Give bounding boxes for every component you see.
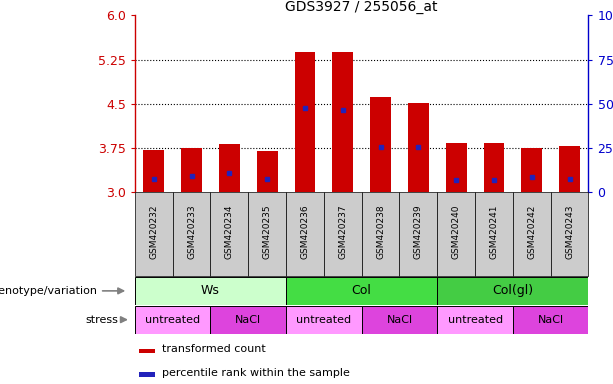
Text: Col(gl): Col(gl) [492, 285, 533, 297]
Bar [437, 277, 588, 305]
Bar [135, 306, 210, 333]
Text: GSM420239: GSM420239 [414, 205, 423, 259]
Text: GSM420242: GSM420242 [527, 205, 536, 259]
Bar [286, 277, 437, 305]
Bar [181, 148, 202, 192]
Bar [513, 192, 550, 276]
Text: NaCl: NaCl [235, 314, 261, 325]
Bar [370, 97, 391, 192]
Text: GSM420236: GSM420236 [300, 205, 310, 259]
Text: untreated: untreated [145, 314, 200, 325]
Bar [408, 103, 428, 192]
Bar [437, 306, 513, 333]
Bar [286, 306, 362, 333]
Text: GSM420232: GSM420232 [149, 205, 158, 259]
Text: GSM420241: GSM420241 [489, 205, 498, 259]
Bar [475, 192, 513, 276]
Text: Col: Col [352, 285, 371, 297]
Bar [219, 144, 240, 192]
Bar [257, 151, 278, 192]
Text: GSM420240: GSM420240 [452, 205, 461, 259]
Text: GSM420233: GSM420233 [187, 205, 196, 259]
Text: percentile rank within the sample: percentile rank within the sample [162, 367, 350, 377]
Text: genotype/variation: genotype/variation [0, 286, 97, 296]
Bar [248, 192, 286, 276]
Bar [559, 146, 580, 192]
Bar [484, 142, 504, 192]
Bar [522, 149, 542, 192]
Bar [550, 192, 588, 276]
Text: untreated: untreated [296, 314, 351, 325]
Text: GSM420234: GSM420234 [225, 205, 234, 259]
Bar [400, 192, 437, 276]
Text: NaCl: NaCl [538, 314, 564, 325]
Bar [210, 192, 248, 276]
Text: Ws: Ws [201, 285, 220, 297]
Bar [324, 192, 362, 276]
Bar [446, 142, 466, 192]
Bar [139, 349, 155, 353]
Bar [362, 192, 400, 276]
Text: untreated: untreated [447, 314, 503, 325]
Bar [513, 306, 588, 333]
Bar [332, 52, 353, 192]
Text: GSM420243: GSM420243 [565, 205, 574, 259]
Bar [437, 192, 475, 276]
Text: GSM420235: GSM420235 [262, 205, 272, 259]
Text: stress: stress [86, 314, 119, 325]
Bar [210, 306, 286, 333]
Title: GDS3927 / 255056_at: GDS3927 / 255056_at [286, 0, 438, 14]
Bar [173, 192, 210, 276]
Text: GSM420237: GSM420237 [338, 205, 348, 259]
Bar [286, 192, 324, 276]
Bar [143, 150, 164, 192]
Text: transformed count: transformed count [162, 344, 266, 354]
Bar [135, 192, 173, 276]
Text: NaCl: NaCl [386, 314, 413, 325]
Bar [362, 306, 437, 333]
Bar [295, 52, 315, 192]
Text: GSM420238: GSM420238 [376, 205, 385, 259]
Bar [139, 372, 155, 376]
Bar [135, 277, 286, 305]
